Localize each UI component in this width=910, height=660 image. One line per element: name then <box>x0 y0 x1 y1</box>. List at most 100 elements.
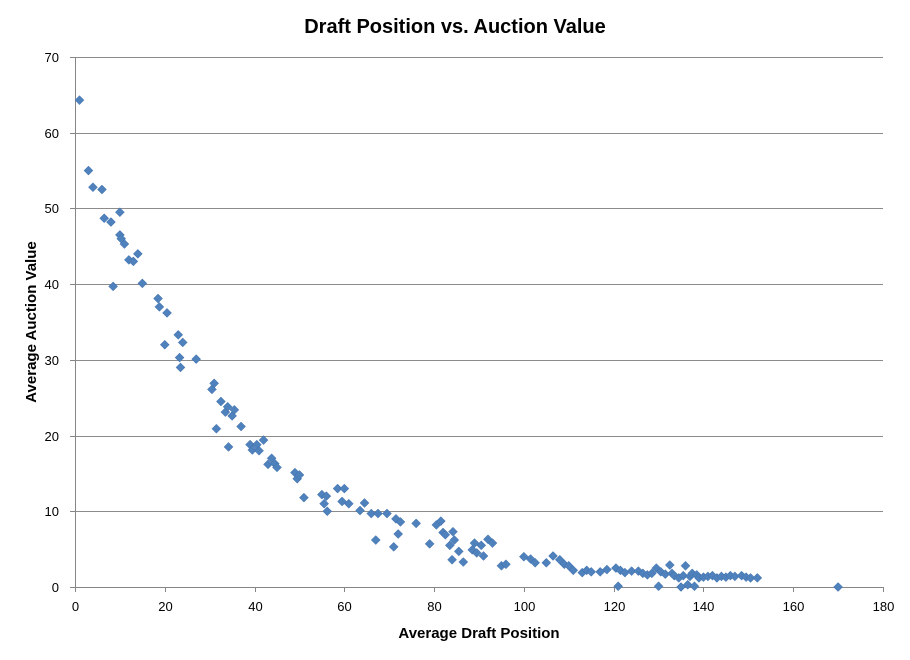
data-point <box>467 545 478 555</box>
data-point <box>548 551 558 561</box>
data-point <box>229 404 240 415</box>
y-tick-label: 40 <box>45 277 59 292</box>
data-point <box>209 378 220 389</box>
data-point <box>613 581 624 592</box>
y-tick-label: 10 <box>45 504 59 519</box>
data-point <box>222 401 233 412</box>
data-point <box>626 566 637 576</box>
data-point <box>211 423 222 434</box>
data-point <box>435 516 446 526</box>
data-point <box>833 582 843 592</box>
data-point <box>366 508 377 519</box>
x-tick-label: 100 <box>514 599 536 614</box>
x-tick-label: 160 <box>783 599 805 614</box>
data-point <box>615 565 626 576</box>
x-tick-label: 60 <box>337 599 351 614</box>
data-point <box>678 570 689 581</box>
data-point <box>88 182 98 193</box>
data-point <box>664 560 675 570</box>
x-tick-labels: 0 20 40 60 80 100 120 140 160 180 <box>72 599 894 614</box>
data-point <box>476 540 487 551</box>
data-point <box>689 581 700 592</box>
data-point <box>449 535 460 545</box>
data-point <box>97 184 107 195</box>
data-point <box>541 557 552 568</box>
axes <box>70 57 884 592</box>
data-point <box>74 95 85 106</box>
data-point <box>332 483 343 494</box>
data-point <box>530 557 540 568</box>
data-point <box>173 330 184 340</box>
data-point <box>128 256 139 267</box>
data-point <box>483 534 493 545</box>
data-point <box>115 207 125 218</box>
data-point <box>162 308 172 318</box>
data-point <box>745 573 756 583</box>
data-point <box>646 568 657 579</box>
data-point <box>236 421 246 432</box>
data-point <box>525 554 536 564</box>
data-point <box>680 560 691 571</box>
data-point <box>633 566 644 576</box>
x-tick-label: 180 <box>873 599 895 614</box>
data-point <box>478 551 489 561</box>
data-point <box>191 354 202 364</box>
data-point <box>487 538 498 548</box>
data-point <box>373 508 383 519</box>
data-point <box>359 498 370 508</box>
y-tick-label: 30 <box>45 353 59 368</box>
data-point <box>272 462 282 473</box>
data-point <box>106 217 116 227</box>
data-point <box>448 526 458 537</box>
data-point <box>444 540 455 551</box>
data-point <box>216 396 226 407</box>
x-axis-label: Average Draft Position <box>398 625 559 642</box>
data-point <box>370 535 381 545</box>
y-tick-label: 50 <box>45 201 59 216</box>
data-point <box>752 573 763 583</box>
data-point <box>355 505 365 516</box>
data-point <box>471 548 482 558</box>
y-tick-label: 0 <box>52 580 59 595</box>
data-point <box>653 581 664 592</box>
data-point <box>586 567 597 577</box>
data-point <box>153 293 163 304</box>
data-point <box>602 564 612 575</box>
data-point <box>447 554 457 565</box>
data-point <box>458 557 469 567</box>
data-point <box>682 579 693 590</box>
data-point <box>382 508 392 519</box>
data-point <box>322 506 333 517</box>
x-tick-label: 120 <box>604 599 626 614</box>
data-point <box>294 470 305 480</box>
y-tick-label: 20 <box>45 429 59 444</box>
x-tick-label: 80 <box>427 599 441 614</box>
data-point <box>440 529 451 540</box>
y-axis-label: Average Auction Value <box>23 241 40 402</box>
data-point <box>154 302 165 312</box>
data-point <box>393 529 404 539</box>
data-point <box>299 492 309 503</box>
data-point <box>223 442 234 452</box>
data-point <box>132 249 143 259</box>
y-tick-label: 70 <box>45 50 59 65</box>
data-point <box>254 445 264 456</box>
data-point <box>177 337 188 348</box>
data-point <box>83 165 94 176</box>
x-tick-label: 40 <box>248 599 262 614</box>
x-tick-label: 0 <box>72 599 79 614</box>
data-point <box>175 362 186 373</box>
y-tick-labels: 0 10 20 30 40 50 60 70 <box>45 50 59 595</box>
data-point <box>258 435 269 445</box>
data-point <box>424 538 435 549</box>
data-point <box>568 565 579 576</box>
data-point <box>501 559 511 570</box>
data-point <box>469 538 480 548</box>
data-point <box>395 517 406 527</box>
data-point <box>321 491 332 501</box>
x-tick-label: 20 <box>158 599 172 614</box>
data-point <box>453 546 464 557</box>
data-point <box>337 496 347 507</box>
y-tick-label: 60 <box>45 126 59 141</box>
